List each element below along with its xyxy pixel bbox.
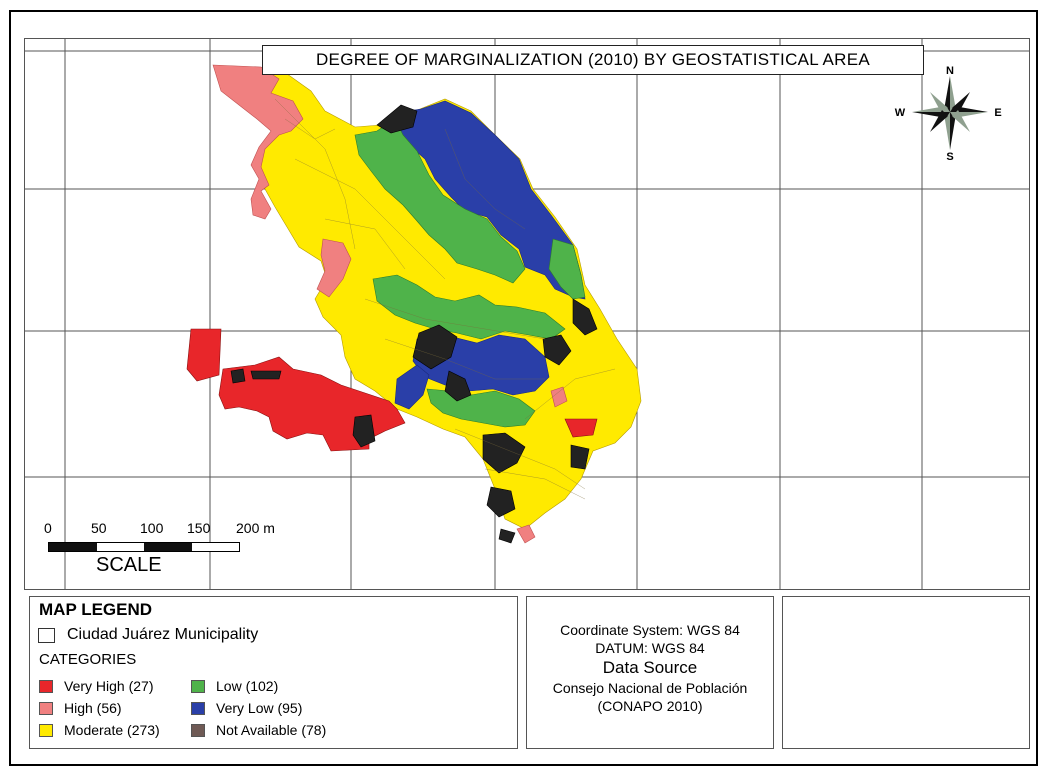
region-high-2 [316,238,352,298]
city-map[interactable] [25,39,1030,590]
scale-tick-150: 150 [187,520,211,536]
region-very-high [186,328,222,382]
map-title: DEGREE OF MARGINALIZATION (2010) BY GEOS… [262,45,924,75]
label-very-low: Very Low (95) [216,700,303,716]
label-moderate: Moderate (273) [64,722,160,738]
swatch-high [39,701,53,715]
swatch-low [191,679,205,693]
data-source-title: Data Source [602,658,698,677]
region-low [354,118,526,284]
region-high [212,64,304,220]
scale-tick-50: 50 [91,520,107,536]
scale-segments [48,542,240,552]
scale-tick-100: 100 [140,520,164,536]
region-high-5 [516,524,536,544]
legend-item-very-low: Very Low (95) [191,700,302,716]
scale-caption: SCALE [96,554,162,576]
region-very-high-3 [564,418,598,438]
legend-item-high: High (56) [39,700,122,716]
swatch-moderate [39,723,53,737]
compass-n: N [946,65,954,77]
legend-item-moderate: Moderate (273) [39,722,160,738]
legend-title: MAP LEGEND [39,600,153,619]
scale-tick-200: 200 m [236,520,275,536]
scale-tick-0: 0 [44,520,52,536]
region-very-low-3 [394,364,430,410]
label-high: High (56) [64,700,122,716]
label-not-available: Not Available (78) [216,722,327,738]
region-very-low [394,100,586,300]
compass-w: W [895,107,906,119]
compass-s: S [946,151,953,162]
region-low-4 [548,238,586,300]
legend-item-low: Low (102) [191,678,278,694]
swatch-very-high [39,679,53,693]
info-box: Coordinate System: WGS 84 DATUM: WGS 84 … [526,596,774,749]
scale-bar: 0 50 100 150 200 m SCALE [40,520,340,584]
region-low-2 [372,274,566,340]
source-line-1: Consejo Nacional de Población [552,680,748,696]
region-not-available [230,104,598,544]
swatch-not-available [191,723,205,737]
empty-panel [782,596,1030,749]
region-high-4 [550,386,568,408]
label-very-high: Very High (27) [64,678,154,694]
north-arrow-icon: N S W E [890,62,1010,163]
municipality-label: Ciudad Juárez Municipality [67,626,259,643]
legend-item-very-high: Very High (27) [39,678,153,694]
datum: DATUM: WGS 84 [595,640,705,656]
label-low: Low (102) [216,678,279,694]
categories-title: CATEGORIES [39,651,137,668]
boundary-lines [274,98,616,500]
coordinate-system: Coordinate System: WGS 84 [560,622,740,638]
swatch-very-low [191,701,205,715]
source-line-2: (CONAPO 2010) [597,698,703,714]
municipality-swatch [38,627,55,643]
map-legend: MAP LEGEND Ciudad Juárez Municipality CA… [29,596,518,749]
legend-item-not-available: Not Available (78) [191,722,326,738]
legend-municipality: Ciudad Juárez Municipality [38,626,258,644]
compass-e: E [994,107,1001,119]
map-panel[interactable] [24,38,1030,590]
